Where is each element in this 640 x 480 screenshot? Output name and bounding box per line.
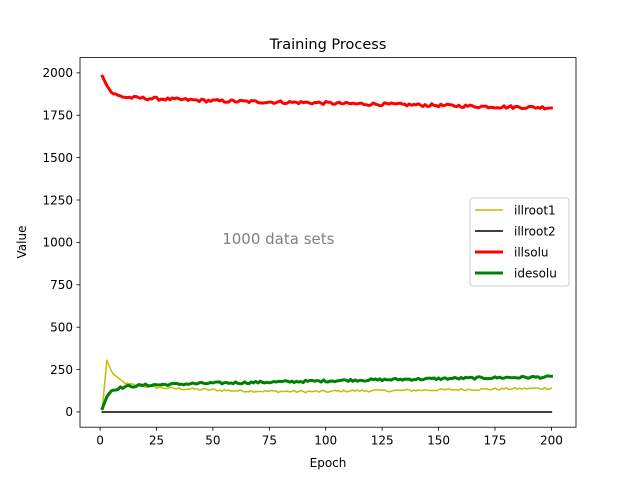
x-tick-label: 200 — [540, 434, 563, 448]
series-layer — [100, 74, 554, 413]
chart-title: Training Process — [269, 37, 387, 53]
y-tick-label: 250 — [50, 363, 73, 377]
y-axis-ticks: 0 250 500 750 1000 1250 1500 1750 2000 — [42, 66, 80, 419]
x-tick-label: 75 — [262, 434, 277, 448]
legend-label-idesolu: idesolu — [514, 266, 557, 280]
x-axis-label: Epoch — [310, 456, 347, 470]
x-tick-label: 100 — [314, 434, 337, 448]
series-line-illroot1 — [101, 359, 553, 410]
x-tick-label: 0 — [96, 434, 104, 448]
legend-frame — [469, 197, 570, 287]
y-tick-label: 2000 — [42, 66, 73, 80]
x-tick-label: 125 — [371, 434, 394, 448]
y-tick-label: 500 — [50, 320, 73, 334]
y-tick-label: 0 — [65, 405, 73, 419]
x-tick-label: 50 — [205, 434, 220, 448]
y-tick-label: 1000 — [42, 236, 73, 250]
legend-label-illroot1: illroot1 — [514, 203, 556, 217]
series-line-idesolu — [100, 374, 554, 411]
legend-label-illroot2: illroot2 — [514, 224, 556, 238]
y-tick-label: 1250 — [42, 193, 73, 207]
y-tick-label: 750 — [50, 278, 73, 292]
series-line-illsolu — [100, 74, 554, 111]
y-tick-label: 1500 — [42, 151, 73, 165]
x-tick-label: 150 — [427, 434, 450, 448]
x-tick-label: 25 — [149, 434, 164, 448]
chart-annotation: 1000 data sets — [222, 230, 334, 248]
y-axis-label: Value — [15, 226, 29, 259]
y-tick-label: 1750 — [42, 109, 73, 123]
x-tick-label: 175 — [484, 434, 507, 448]
legend-entries: illroot1 illroot2 illsolu idesolu — [475, 203, 557, 280]
x-axis-ticks: 0 25 50 75 100 125 150 175 200 — [96, 427, 563, 448]
legend-label-illsolu: illsolu — [514, 245, 549, 259]
legend: illroot1 illroot2 illsolu idesolu — [469, 197, 570, 287]
